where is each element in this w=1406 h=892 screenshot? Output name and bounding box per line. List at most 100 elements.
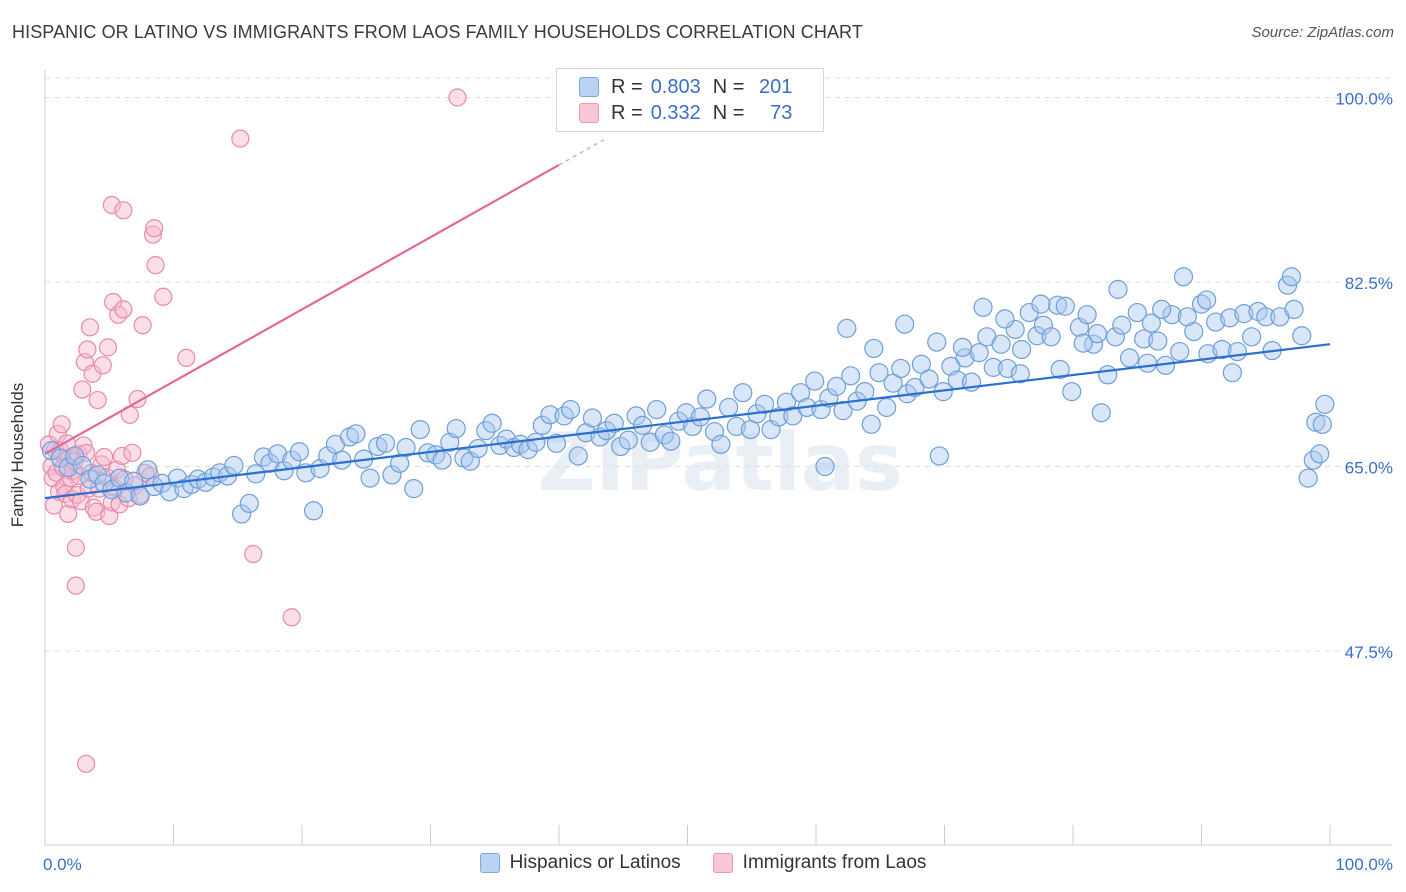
legend-label: Immigrants from Laos	[742, 852, 927, 873]
data-point-laos	[146, 256, 165, 275]
data-point-laos	[110, 495, 129, 514]
data-point-hispanic	[1087, 324, 1108, 344]
data-point-hispanic	[1010, 364, 1030, 384]
data-point-hispanic	[396, 437, 416, 458]
data-point-hispanic	[58, 457, 78, 478]
data-point-laos	[95, 447, 114, 467]
data-point-hispanic	[1108, 279, 1128, 299]
data-point-hispanic	[94, 473, 114, 493]
data-point-hispanic	[1173, 267, 1194, 287]
data-point-hispanic	[540, 405, 560, 425]
legend-row-laos: R = 0.332 N = 73	[579, 100, 792, 126]
data-point-hispanic	[905, 377, 925, 398]
data-point-hispanic	[733, 383, 753, 403]
legend-swatch-blue	[579, 77, 599, 97]
legend-row-hispanics: R = 0.803 N = 201	[579, 74, 792, 100]
data-point-hispanic	[1227, 341, 1248, 362]
data-point-hispanic	[1152, 299, 1172, 320]
data-point-hispanic	[647, 399, 667, 420]
data-point-hispanic	[969, 343, 989, 363]
data-point-hispanic	[289, 442, 310, 462]
data-point-hispanic	[446, 418, 466, 439]
data-point-hispanic	[303, 501, 324, 521]
data-point-laos	[145, 219, 164, 238]
data-point-laos	[231, 129, 250, 148]
data-point-hispanic	[1292, 326, 1312, 346]
data-point-laos	[143, 225, 163, 244]
data-point-hispanic	[332, 450, 352, 470]
data-point-hispanic	[1073, 333, 1093, 353]
data-point-laos	[73, 380, 92, 399]
data-point-hispanic	[582, 408, 603, 428]
data-point-hispanic	[919, 369, 939, 389]
data-point-hispanic	[360, 468, 380, 488]
data-point-hispanic	[891, 358, 911, 379]
y-tick-label: 65.0%	[1345, 459, 1393, 478]
data-point-hispanic	[769, 407, 789, 427]
data-point-hispanic	[476, 421, 496, 441]
trend-lines	[44, 139, 1331, 500]
data-point-laos	[102, 195, 121, 215]
x-tick-label: 100.0%	[1335, 855, 1393, 874]
grid-lines	[45, 77, 1392, 652]
data-point-laos	[93, 356, 112, 375]
data-point-hispanic	[841, 366, 861, 386]
data-point-hispanic	[826, 376, 847, 396]
data-point-hispanic	[1119, 348, 1140, 368]
data-point-hispanic	[983, 357, 1003, 377]
data-point-hispanic	[855, 382, 875, 402]
data-point-hispanic	[1098, 365, 1118, 385]
data-point-laos	[100, 506, 119, 526]
data-point-hispanic	[1234, 304, 1254, 324]
y-axis-label: Family Households	[8, 382, 27, 528]
data-point-hispanic	[997, 358, 1018, 379]
data-point-hispanic	[267, 444, 288, 464]
trend-line-laos-extension	[558, 139, 605, 166]
data-point-hispanic	[1170, 341, 1190, 362]
data-point-hispanic	[1197, 290, 1217, 310]
data-point-hispanic	[1298, 468, 1318, 488]
legend-swatch-pink	[579, 103, 599, 123]
data-point-hispanic	[526, 432, 546, 452]
legend-n-label: N =	[712, 101, 745, 124]
data-point-hispanic	[1011, 339, 1032, 360]
data-point-hispanic	[805, 371, 825, 391]
data-point-laos	[66, 538, 85, 557]
data-point-laos	[109, 305, 128, 324]
data-point-hispanic	[482, 413, 502, 433]
data-point-hispanic	[1222, 363, 1242, 383]
series-hispanics-or-latinos	[41, 267, 1335, 524]
data-point-laos	[112, 446, 132, 466]
data-point-hispanic	[1031, 294, 1051, 314]
data-point-hispanic	[1091, 403, 1111, 423]
data-point-laos	[133, 316, 152, 335]
data-point-hispanic	[869, 363, 889, 383]
data-point-laos	[80, 318, 100, 337]
data-point-hispanic	[1242, 327, 1262, 347]
correlation-legend: R = 0.803 N = 201 R = 0.332 N = 73	[556, 68, 824, 132]
series-immigrants-from-laos	[39, 88, 467, 773]
data-point-hispanic	[1137, 353, 1158, 373]
y-tick-label: 82.5%	[1345, 274, 1393, 293]
legend-n-value: 201	[759, 75, 793, 98]
data-point-hispanic	[661, 431, 681, 451]
trend-line-hispanics	[44, 343, 1331, 500]
data-point-laos	[123, 443, 142, 462]
data-point-laos	[52, 415, 71, 434]
data-point-hispanic	[815, 456, 835, 477]
data-point-hispanic	[883, 373, 903, 393]
legend-label: Hispanics or Latinos	[509, 852, 681, 873]
legend-r-label: R =	[611, 101, 643, 124]
legend-r-value: 0.332	[650, 101, 701, 124]
data-point-hispanic	[568, 446, 588, 466]
data-point-laos	[114, 300, 133, 319]
data-point-hispanic	[1184, 321, 1204, 342]
data-point-hispanic	[754, 394, 775, 414]
data-point-laos	[282, 608, 301, 627]
data-point-laos	[177, 348, 196, 368]
data-point-hispanic	[382, 465, 402, 485]
y-tick-label: 100.0%	[1335, 90, 1393, 109]
data-point-hispanic	[1033, 315, 1054, 335]
data-point-hispanic	[1148, 331, 1168, 351]
data-point-hispanic	[1141, 313, 1161, 333]
